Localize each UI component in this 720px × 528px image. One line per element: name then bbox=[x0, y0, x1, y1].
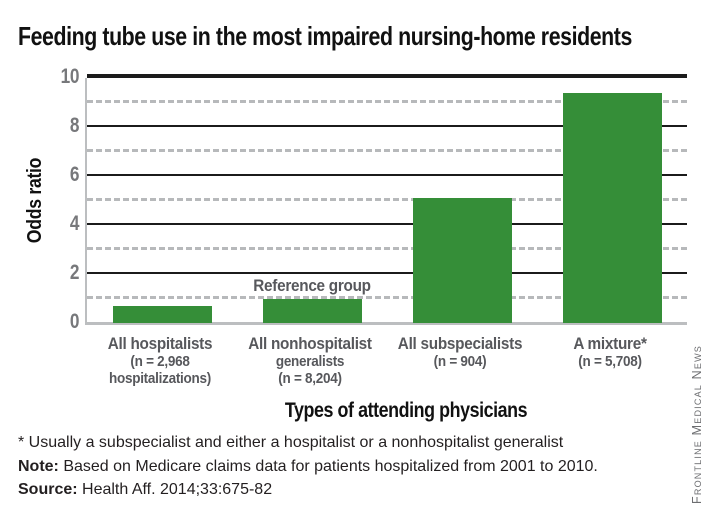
gridline-solid bbox=[87, 174, 687, 176]
y-tick-label: 6 bbox=[69, 163, 80, 186]
x-category-label-line: generalists bbox=[275, 353, 345, 370]
footnote-text: * Usually a subspecialist and either a h… bbox=[18, 434, 564, 451]
x-category-label: All nonhospitalist generalists (n = 8,204) bbox=[238, 334, 382, 387]
x-category-label-line: All hospitalists bbox=[107, 334, 213, 353]
footnote-bold: Source: bbox=[18, 481, 78, 498]
footnote-text: Health Aff. 2014;33:675-82 bbox=[77, 481, 273, 498]
bar bbox=[412, 198, 512, 323]
reference-group-label: Reference group bbox=[253, 275, 371, 295]
bar bbox=[262, 298, 362, 323]
gridline-solid bbox=[87, 272, 687, 274]
plot-area: 0 2 4 6 8 10 Reference group bbox=[61, 65, 687, 333]
x-category-label-line: A mixture* bbox=[573, 334, 647, 353]
x-category-label: All subspecialists (n = 904) bbox=[388, 334, 532, 370]
x-category-label-line: All nonhospitalist bbox=[248, 334, 372, 353]
x-category-label-line: All subspecialists bbox=[397, 334, 523, 353]
gridline-solid bbox=[87, 223, 687, 225]
footnote-asterisk: * Usually a subspecialist and either a h… bbox=[18, 434, 563, 452]
x-category-label: A mixture* (n = 5,708) bbox=[538, 334, 682, 370]
y-tick-label: 4 bbox=[69, 212, 80, 235]
x-axis-baseline bbox=[85, 322, 687, 325]
x-category-label-line: (n = 8,204) bbox=[278, 370, 342, 387]
gridline-dashed bbox=[87, 295, 687, 299]
chart-title: Feeding tube use in the most impaired nu… bbox=[18, 21, 632, 51]
x-category-label-line: (n = 904) bbox=[433, 353, 487, 370]
gridline-dashed bbox=[87, 148, 687, 152]
y-tick-label: 10 bbox=[60, 65, 80, 88]
bar bbox=[562, 92, 662, 323]
y-tick-label: 0 bbox=[69, 310, 80, 333]
footnote-source: Source: Health Aff. 2014;33:675-82 bbox=[18, 481, 272, 499]
y-tick-label: 8 bbox=[69, 114, 80, 137]
x-axis-title: Types of attending physicians bbox=[284, 399, 528, 422]
y-axis-label-wrap: Odds ratio bbox=[24, 152, 47, 248]
footnote-text: Based on Medicare claims data for patien… bbox=[58, 458, 598, 475]
x-category-label: All hospitalists (n = 2,968 hospitalizatio… bbox=[88, 334, 232, 387]
y-tick-label: 2 bbox=[69, 261, 80, 284]
y-axis-label: Odds ratio bbox=[24, 157, 46, 243]
credit-wrap: Frontline Medical News bbox=[690, 345, 704, 504]
gridline-dashed bbox=[87, 197, 687, 201]
gridline-dashed bbox=[87, 99, 687, 103]
gridline-solid bbox=[87, 125, 687, 127]
gridline-dashed bbox=[87, 246, 687, 250]
x-category-label-line: (n = 5,708) bbox=[578, 353, 642, 370]
footnote-bold: Note: bbox=[18, 458, 59, 475]
credit-vertical-text: Frontline Medical News bbox=[690, 344, 704, 504]
x-category-label-line: (n = 2,968 bbox=[130, 353, 190, 370]
x-category-label-line: hospitalizations) bbox=[109, 370, 211, 387]
footnote-note: Note: Based on Medicare claims data for … bbox=[18, 458, 598, 476]
gridline-solid bbox=[87, 74, 687, 78]
bar bbox=[112, 305, 212, 323]
